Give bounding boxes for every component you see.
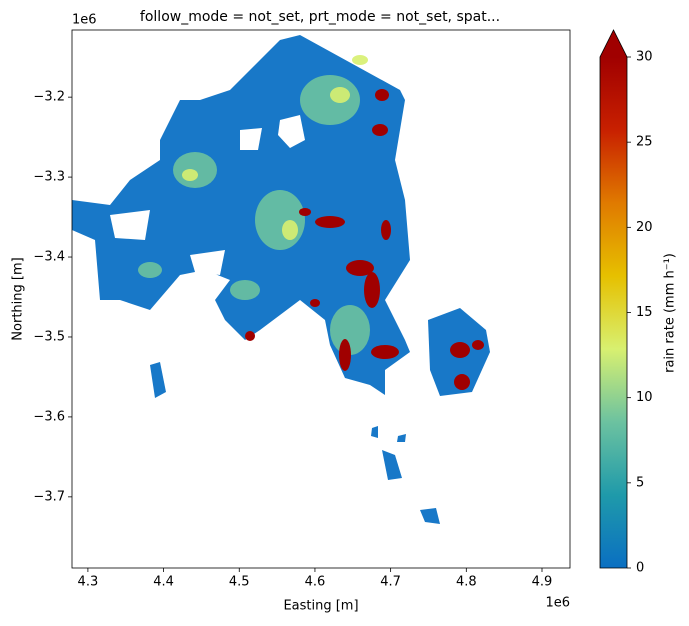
colorbar-tick-label: 25 bbox=[636, 135, 653, 150]
colorbar-outline bbox=[599, 29, 628, 569]
y-tick-label: −3.2 bbox=[33, 90, 65, 105]
y-tick-label: −3.3 bbox=[33, 170, 65, 185]
y-tick-label: −3.5 bbox=[33, 329, 65, 344]
x-tick-label: 4.3 bbox=[78, 575, 99, 590]
colorbar-tick-label: 15 bbox=[636, 305, 653, 320]
y-offset-label: 1e6 bbox=[72, 13, 97, 28]
x-tick-label: 4.9 bbox=[532, 575, 553, 590]
plot-frame bbox=[71, 29, 571, 569]
colorbar-tick-label: 20 bbox=[636, 220, 653, 235]
rain-field bbox=[72, 35, 490, 524]
colorbar-tick-label: 10 bbox=[636, 390, 653, 405]
y-tick-label: −3.4 bbox=[33, 250, 65, 265]
x-tick-label: 4.6 bbox=[305, 575, 326, 590]
colorbar-tick-label: 5 bbox=[636, 475, 644, 490]
colorbar-tick-label: 0 bbox=[636, 561, 644, 576]
x-tick-label: 4.5 bbox=[229, 575, 250, 590]
x-tick-label: 4.4 bbox=[153, 575, 174, 590]
x-offset-label: 1e6 bbox=[545, 596, 570, 611]
y-tick-label: −3.6 bbox=[33, 409, 65, 424]
colorbar-tick-label: 30 bbox=[636, 50, 653, 65]
x-axis-label: Easting [m] bbox=[283, 599, 358, 614]
x-tick-label: 4.8 bbox=[456, 575, 477, 590]
y-tick-label: −3.7 bbox=[33, 489, 65, 504]
chart-title: follow_mode = not_set, prt_mode = not_se… bbox=[140, 9, 500, 25]
colorbar-extend bbox=[600, 30, 627, 57]
colorbar-label: rain rate (mm h⁻¹) bbox=[663, 253, 678, 373]
y-axis-label: Northing [m] bbox=[11, 257, 26, 340]
colorbar bbox=[600, 57, 627, 568]
x-tick-label: 4.7 bbox=[380, 575, 401, 590]
